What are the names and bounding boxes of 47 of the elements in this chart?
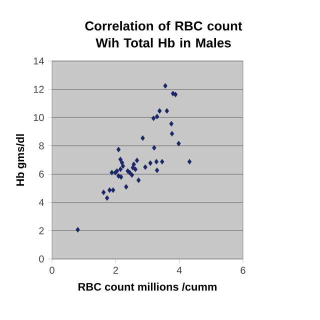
point — [154, 158, 159, 164]
y-tick-label: 14 — [34, 58, 44, 64]
point — [151, 115, 156, 122]
x-tick-label: 0 — [50, 266, 54, 274]
point — [134, 158, 140, 164]
point — [107, 187, 112, 193]
point — [169, 121, 174, 127]
point — [173, 92, 178, 98]
point — [140, 135, 145, 141]
point — [157, 108, 162, 114]
point — [116, 146, 121, 152]
y-tick-label: 2 — [39, 227, 44, 234]
point — [124, 184, 128, 190]
point — [154, 114, 160, 120]
y-tick-label: 6 — [39, 170, 44, 178]
x-axis-title: RBC count millions /cumm — [78, 282, 217, 291]
point — [120, 163, 126, 169]
point — [176, 140, 181, 146]
point — [152, 145, 156, 151]
point — [110, 187, 116, 193]
point — [154, 168, 160, 174]
y-tick-label: 12 — [34, 86, 44, 93]
point — [118, 156, 123, 162]
point — [136, 177, 141, 184]
point — [133, 166, 138, 172]
point — [170, 130, 174, 136]
point — [163, 83, 168, 89]
point — [148, 160, 153, 166]
point — [118, 166, 123, 172]
point — [164, 108, 170, 114]
y-tick-label: 10 — [34, 114, 44, 122]
point — [132, 162, 136, 168]
chart-title: Correlation of RBC count Wih Total Hb in Males — [85, 21, 242, 48]
point — [101, 190, 106, 196]
y-tick-label: 0 — [39, 255, 44, 263]
point — [187, 158, 192, 164]
y-tick-label: 8 — [39, 142, 44, 150]
point — [110, 170, 114, 176]
x-tick-label: 2 — [113, 266, 118, 274]
y-tick-label: 4 — [38, 198, 44, 206]
point — [130, 172, 134, 178]
y-axis-title: Hb gms/dl — [16, 134, 26, 186]
point — [160, 158, 164, 164]
point — [143, 164, 148, 170]
x-tick-label: 6 — [240, 266, 246, 274]
x-tick-label: 4 — [176, 266, 182, 274]
point — [104, 195, 110, 201]
